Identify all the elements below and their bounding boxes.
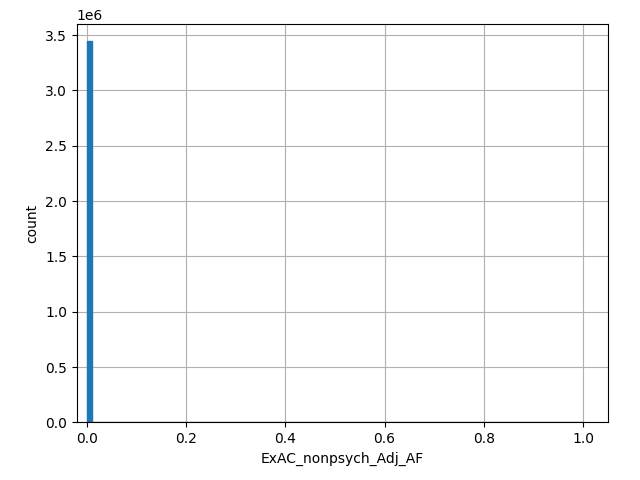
X-axis label: ExAC_nonpsych_Adj_AF: ExAC_nonpsych_Adj_AF [260, 452, 424, 466]
Bar [87, 41, 92, 422]
Y-axis label: count: count [26, 204, 40, 243]
